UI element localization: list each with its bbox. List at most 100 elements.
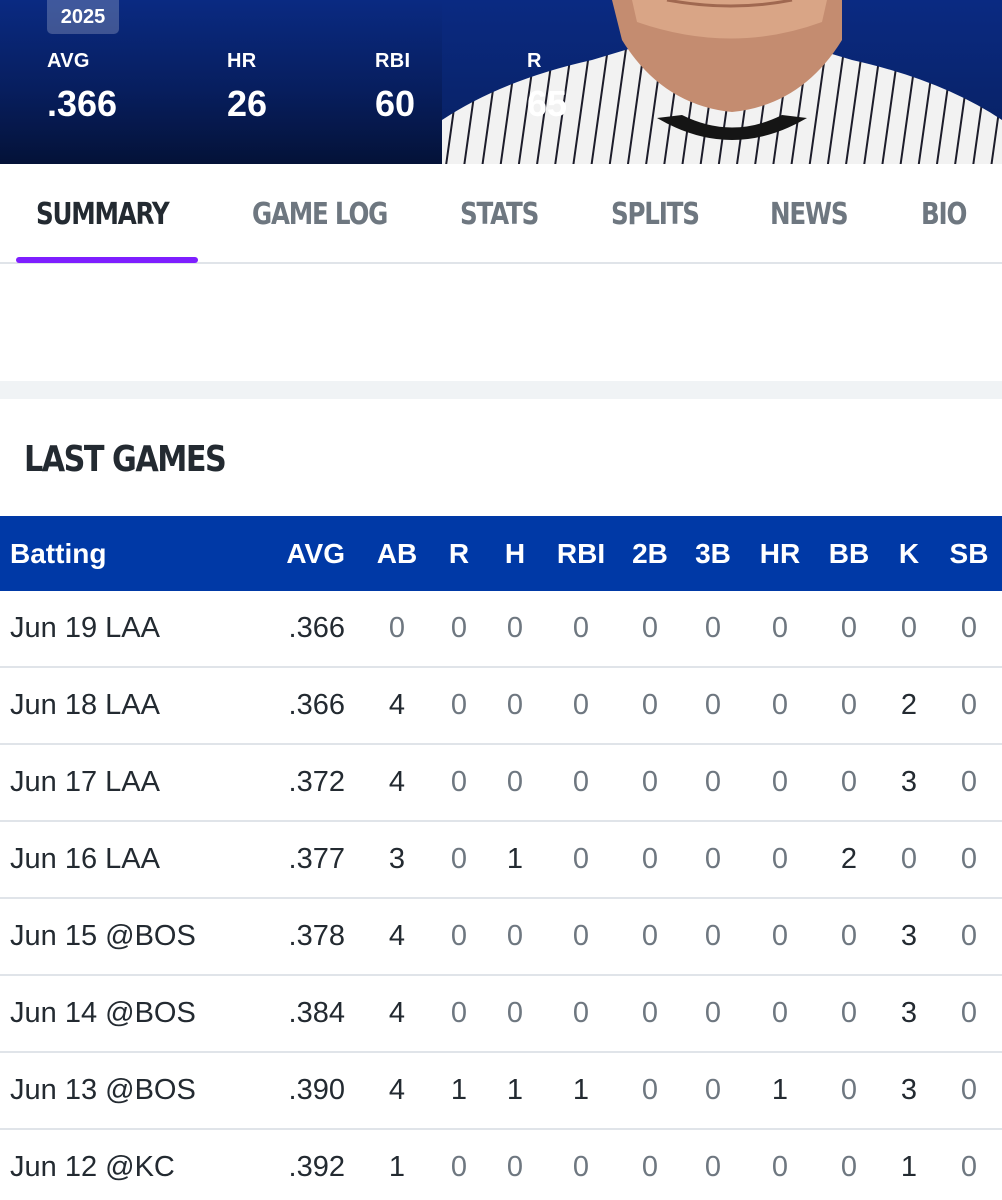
blank-slot bbox=[0, 265, 1002, 381]
cell-k: 0 bbox=[900, 612, 918, 644]
cell-bb: 0 bbox=[840, 689, 858, 721]
stat-label: HR bbox=[227, 50, 257, 72]
cell-rbi: 0 bbox=[572, 766, 590, 798]
game-label: Jun 16 LAA bbox=[10, 843, 160, 875]
cell-hr: 0 bbox=[771, 997, 789, 1029]
cell-avg: .378 bbox=[288, 920, 345, 952]
table-row[interactable]: Jun 13 @BOS .390 4 1 1 1 0 0 1 0 3 0 bbox=[0, 1053, 1002, 1130]
table-header: Batting AVG AB R H RBI 2B 3B HR BB K SB bbox=[0, 516, 1002, 591]
tab-bio[interactable]: BIO bbox=[921, 196, 967, 232]
cell-hr: 0 bbox=[771, 843, 789, 875]
tab-news[interactable]: NEWS bbox=[770, 196, 849, 232]
cell-k: 2 bbox=[900, 689, 918, 721]
stat-runs: R 65 bbox=[527, 50, 567, 122]
cell-avg: .366 bbox=[288, 689, 345, 721]
cell-2b: 0 bbox=[641, 612, 659, 644]
column-header-ab: AB bbox=[376, 537, 418, 569]
table-row[interactable]: Jun 17 LAA .372 4 0 0 0 0 0 0 0 3 0 bbox=[0, 745, 1002, 822]
table-row[interactable]: Jun 16 LAA .377 3 0 1 0 0 0 0 2 0 0 bbox=[0, 822, 1002, 899]
cell-r: 0 bbox=[450, 1151, 468, 1183]
cell-hr: 0 bbox=[771, 766, 789, 798]
column-header-3b: 3B bbox=[695, 537, 731, 569]
game-label: Jun 13 @BOS bbox=[10, 1074, 196, 1106]
cell-bb: 2 bbox=[840, 843, 858, 875]
season-badge[interactable]: 2025 bbox=[47, 0, 119, 34]
tab-splits[interactable]: SPLITS bbox=[611, 196, 700, 232]
cell-k: 1 bbox=[900, 1151, 918, 1183]
cell-3b: 0 bbox=[704, 997, 722, 1029]
column-header-h: H bbox=[504, 537, 526, 569]
tab-stats[interactable]: STATS bbox=[460, 196, 539, 232]
column-header-k: K bbox=[898, 537, 920, 569]
cell-r: 0 bbox=[450, 689, 468, 721]
cell-avg: .372 bbox=[288, 766, 345, 798]
stat-value: 26 bbox=[227, 83, 268, 124]
cell-3b: 0 bbox=[704, 843, 722, 875]
cell-ab: 4 bbox=[388, 689, 406, 721]
cell-rbi: 1 bbox=[572, 1074, 590, 1106]
cell-sb: 0 bbox=[960, 997, 978, 1029]
cell-bb: 0 bbox=[840, 612, 858, 644]
cell-r: 1 bbox=[450, 1074, 468, 1106]
cell-avg: .390 bbox=[288, 1074, 345, 1106]
table-row[interactable]: Jun 14 @BOS .384 4 0 0 0 0 0 0 0 3 0 bbox=[0, 976, 1002, 1053]
player-header: 2025 AVG .366 HR 26 RBI 60 R 65 bbox=[0, 0, 1002, 164]
cell-2b: 0 bbox=[641, 1151, 659, 1183]
table-row[interactable]: Jun 19 LAA .366 0 0 0 0 0 0 0 0 0 0 bbox=[0, 591, 1002, 668]
stat-value: 60 bbox=[375, 83, 416, 124]
cell-h: 0 bbox=[506, 689, 524, 721]
cell-h: 0 bbox=[506, 1151, 524, 1183]
cell-3b: 0 bbox=[704, 1151, 722, 1183]
cell-r: 0 bbox=[450, 997, 468, 1029]
stat-label: AVG bbox=[47, 50, 90, 72]
cell-3b: 0 bbox=[704, 920, 722, 952]
column-header-batting: Batting bbox=[10, 537, 107, 569]
cell-bb: 0 bbox=[840, 766, 858, 798]
cell-h: 0 bbox=[506, 612, 524, 644]
table-row[interactable]: Jun 15 @BOS .378 4 0 0 0 0 0 0 0 3 0 bbox=[0, 899, 1002, 976]
cell-avg: .384 bbox=[288, 997, 345, 1029]
cell-3b: 0 bbox=[704, 612, 722, 644]
cell-sb: 0 bbox=[960, 920, 978, 952]
column-header-hr: HR bbox=[759, 537, 801, 569]
cell-ab: 4 bbox=[388, 766, 406, 798]
player-photo bbox=[442, 0, 1002, 164]
cell-3b: 0 bbox=[704, 766, 722, 798]
column-header-r: R bbox=[448, 537, 470, 569]
cell-ab: 3 bbox=[388, 843, 406, 875]
cell-ab: 4 bbox=[388, 1074, 406, 1106]
cell-sb: 0 bbox=[960, 689, 978, 721]
cell-k: 3 bbox=[900, 997, 918, 1029]
table-row[interactable]: Jun 18 LAA .366 4 0 0 0 0 0 0 0 2 0 bbox=[0, 668, 1002, 745]
cell-3b: 0 bbox=[704, 1074, 722, 1106]
cell-2b: 0 bbox=[641, 920, 659, 952]
cell-sb: 0 bbox=[960, 766, 978, 798]
stat-label: RBI bbox=[375, 50, 411, 72]
cell-sb: 0 bbox=[960, 843, 978, 875]
cell-bb: 0 bbox=[840, 1151, 858, 1183]
section-title-last-games: LAST GAMES bbox=[24, 438, 227, 480]
stat-avg: AVG .366 bbox=[47, 50, 117, 122]
cell-avg: .392 bbox=[288, 1151, 345, 1183]
section-divider bbox=[0, 381, 1002, 399]
cell-rbi: 0 bbox=[572, 920, 590, 952]
cell-sb: 0 bbox=[960, 612, 978, 644]
game-label: Jun 12 @KC bbox=[10, 1151, 175, 1183]
table-row[interactable]: Jun 12 @KC .392 1 0 0 0 0 0 0 0 1 0 bbox=[0, 1130, 1002, 1200]
cell-ab: 1 bbox=[388, 1151, 406, 1183]
player-portrait-image bbox=[442, 0, 1002, 164]
cell-ab: 0 bbox=[388, 612, 406, 644]
cell-k: 3 bbox=[900, 766, 918, 798]
game-label: Jun 15 @BOS bbox=[10, 920, 196, 952]
cell-h: 0 bbox=[506, 766, 524, 798]
stat-value: 65 bbox=[527, 83, 568, 124]
column-header-bb: BB bbox=[828, 537, 870, 569]
cell-avg: .366 bbox=[288, 612, 345, 644]
cell-sb: 0 bbox=[960, 1074, 978, 1106]
tab-summary[interactable]: SUMMARY bbox=[36, 196, 170, 232]
cell-ab: 4 bbox=[388, 920, 406, 952]
cell-k: 3 bbox=[900, 920, 918, 952]
cell-r: 0 bbox=[450, 766, 468, 798]
tab-game-log[interactable]: GAME LOG bbox=[252, 196, 388, 232]
cell-h: 1 bbox=[506, 843, 524, 875]
